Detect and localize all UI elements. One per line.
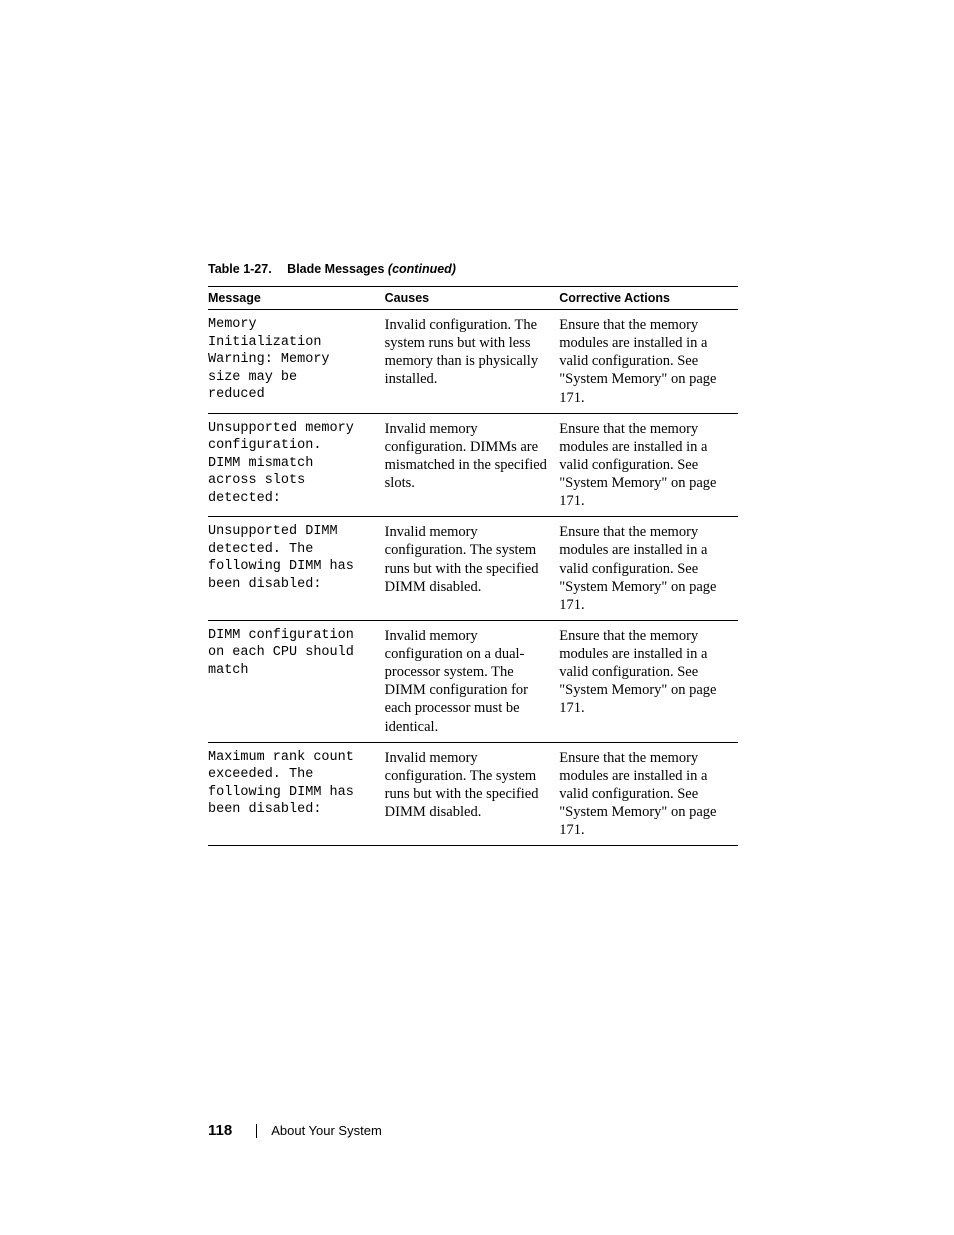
col-header-actions: Corrective Actions [559,287,738,310]
page-footer: 118 About Your System [208,1122,382,1139]
cell-message: Memory Initialization Warning: Memory si… [208,310,385,414]
cell-causes: Invalid memory configuration. DIMMs are … [385,413,560,517]
cell-causes: Invalid configuration. The system runs b… [385,310,560,414]
footer-divider [256,1124,257,1138]
col-header-causes: Causes [385,287,560,310]
cell-causes: Invalid memory configuration on a dual-p… [385,620,560,742]
page-content: Table 1-27. Blade Messages (continued) M… [208,262,738,846]
footer-section-title: About Your System [271,1123,382,1138]
cell-actions: Ensure that the memory modules are insta… [559,517,738,621]
cell-message: Unsupported DIMM detected. The following… [208,517,385,621]
table-title: Blade Messages [287,262,388,276]
cell-actions: Ensure that the memory modules are insta… [559,742,738,846]
table-number: Table 1-27. [208,262,272,276]
table-header-row: Message Causes Corrective Actions [208,287,738,310]
blade-messages-table: Message Causes Corrective Actions Memory… [208,286,738,846]
cell-actions: Ensure that the memory modules are insta… [559,310,738,414]
table-caption: Table 1-27. Blade Messages (continued) [208,262,738,276]
cell-message: DIMM configuration on each CPU should ma… [208,620,385,742]
table-row: Unsupported memory configuration. DIMM m… [208,413,738,517]
table-row: Unsupported DIMM detected. The following… [208,517,738,621]
cell-causes: Invalid memory configuration. The system… [385,517,560,621]
col-header-message: Message [208,287,385,310]
cell-actions: Ensure that the memory modules are insta… [559,413,738,517]
cell-actions: Ensure that the memory modules are insta… [559,620,738,742]
table-continued: (continued) [388,262,456,276]
table-row: Memory Initialization Warning: Memory si… [208,310,738,414]
table-row: DIMM configuration on each CPU should ma… [208,620,738,742]
page-number: 118 [208,1122,232,1139]
cell-message: Unsupported memory configuration. DIMM m… [208,413,385,517]
cell-causes: Invalid memory configuration. The system… [385,742,560,846]
cell-message: Maximum rank count exceeded. The followi… [208,742,385,846]
table-row: Maximum rank count exceeded. The followi… [208,742,738,846]
